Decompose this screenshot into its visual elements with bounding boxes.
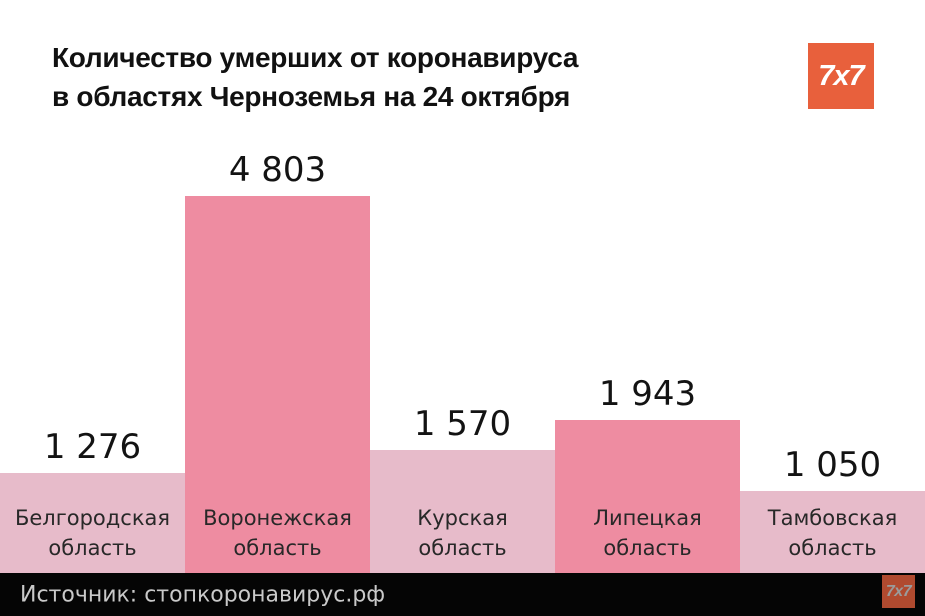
- bar-group: 1 943 Липецкая область: [555, 0, 740, 573]
- bar-category-label: Тамбовская область: [767, 506, 898, 560]
- bar-value-label: 1 943: [598, 374, 697, 414]
- bar: Тамбовская область: [740, 491, 925, 573]
- bar-category-label: Белгородская область: [14, 506, 171, 560]
- bar-value-label: 4 803: [228, 150, 327, 190]
- bar-group: 4 803 Воронежская область: [185, 0, 370, 573]
- bar-value-label: 1 276: [43, 427, 142, 467]
- bar-value-label: 1 570: [413, 404, 512, 444]
- bar-group: 1 050 Тамбовская область: [740, 0, 925, 573]
- bar: Воронежская область: [185, 196, 370, 573]
- brand-logo-7x7: 7x7: [808, 43, 874, 109]
- chart-title-line2: в областях Черноземья на 24 октября: [52, 81, 571, 112]
- bar-chart: 1 276 Белгородская область 4 803 Воронежска…: [0, 0, 925, 573]
- bar-group: 1 276 Белгородская область: [0, 0, 185, 573]
- bar-category-label: Курская область: [417, 506, 508, 560]
- bar: Липецкая область: [555, 420, 740, 573]
- chart-title-line1: Количество умерших от коронавируса: [52, 42, 579, 73]
- footer-brand-logo-7x7: 7x7: [882, 575, 915, 608]
- bar: Белгородская область: [0, 473, 185, 573]
- footer-bar: Источник: стопкоронавирус.рф 7x7: [0, 573, 925, 616]
- bar-value-label: 1 050: [783, 445, 882, 485]
- bar-group: 1 570 Курская область: [370, 0, 555, 573]
- bar-category-label: Воронежская область: [203, 506, 352, 560]
- chart-title: Количество умерших от коронавируса в обл…: [52, 38, 578, 116]
- source-text: Источник: стопкоронавирус.рф: [20, 582, 386, 607]
- bar-category-label: Липецкая область: [593, 506, 702, 560]
- bar: Курская область: [370, 450, 555, 573]
